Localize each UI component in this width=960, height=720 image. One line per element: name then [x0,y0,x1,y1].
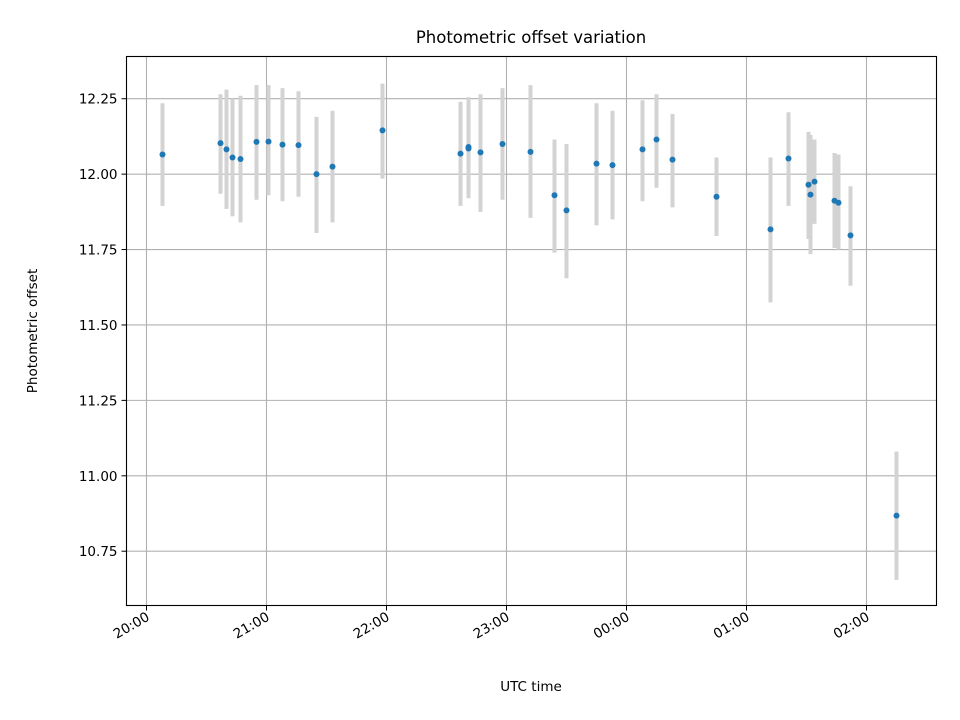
y-tick-labels: 10.75 11.00 11.25 11.50 11.75 12.00 12.25 [79,92,118,560]
y-axis-label: Photometric offset [25,269,41,393]
data-point [465,143,472,150]
y-tick-label: 11.50 [79,318,118,334]
data-point [477,149,484,156]
data-point [551,192,558,199]
data-point [229,154,236,161]
data-point [527,148,534,155]
axis-ticks [121,98,867,611]
data-point [811,178,818,185]
data-point [669,156,676,163]
data-point [499,140,506,147]
data-points [159,127,900,519]
data-point [223,146,230,153]
data-point [713,193,720,200]
data-point [217,140,224,147]
data-point [767,226,774,233]
data-point [265,138,272,145]
data-point [313,171,320,178]
data-point [785,155,792,162]
data-point [329,163,336,170]
y-tick-label: 12.25 [79,92,118,108]
data-point [563,207,570,214]
x-axis-label: UTC time [500,679,562,695]
data-point [835,199,842,206]
y-tick-label: 12.00 [79,167,118,183]
data-point [639,146,646,153]
data-point [609,162,616,169]
plot-frame [125,55,938,607]
y-tick-label: 11.25 [79,393,118,409]
data-point [847,232,854,239]
data-point [893,512,900,519]
chart-title: Photometric offset variation [416,28,646,47]
data-point [279,141,286,148]
y-tick-label: 11.75 [79,243,118,259]
data-point [457,150,464,157]
y-tick-label: 11.00 [79,469,118,485]
data-point [295,142,302,149]
data-point [159,151,166,158]
data-point [379,127,386,134]
data-point [807,191,814,198]
data-point [653,136,660,143]
data-point [253,138,260,145]
y-tick-label: 10.75 [79,544,118,560]
data-point [593,160,600,167]
data-point [237,156,244,163]
data-point [805,181,812,188]
